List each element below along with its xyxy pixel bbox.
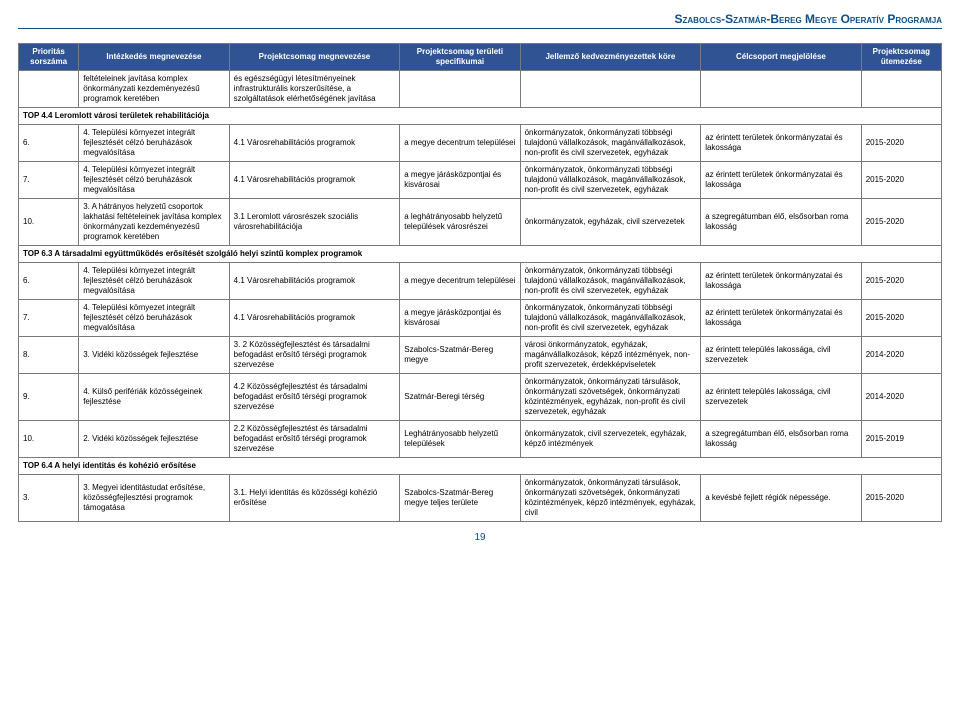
table-cell: 10. [19,199,79,246]
table-cell: 2015-2020 [861,263,941,300]
table-cell [520,71,701,108]
col-header: Prioritás sorszáma [19,44,79,71]
table-cell: feltételeinek javítása komplex önkormány… [79,71,229,108]
page-number: 19 [18,532,942,543]
section-title: TOP 4.4 Leromlott városi területek rehab… [19,108,942,125]
table-cell: önkormányzatok, civil szervezetek, egyhá… [520,421,701,458]
table-cell [701,71,862,108]
table-row: 7.4. Települési környezet integrált fejl… [19,300,942,337]
table-cell: 3. 2 Közösségfejlesztést és társadalmi b… [229,337,400,374]
table-cell: 4. Települési környezet integrált fejles… [79,125,229,162]
col-header: Projektcsomag ütemezése [861,44,941,71]
table-cell: 4.1 Városrehabilitációs programok [229,162,400,199]
table-cell: a megye járásközpontjai és kisvárosai [400,162,520,199]
table-cell: 2.2 Közösségfejlesztést és társadalmi be… [229,421,400,458]
table-cell [400,71,520,108]
table-cell: városi önkormányzatok, egyházak, magánvá… [520,337,701,374]
program-table: Prioritás sorszáma Intézkedés megnevezés… [18,43,942,522]
table-cell: 2015-2020 [861,162,941,199]
table-cell: a megye járásközpontjai és kisvárosai [400,300,520,337]
table-cell: önkormányzatok, önkormányzati többségi t… [520,125,701,162]
col-header: Projektcsomag megnevezése [229,44,400,71]
col-header: Jellemző kedvezményezettek köre [520,44,701,71]
table-cell: az érintett település lakossága, civil s… [701,337,862,374]
section-title: TOP 6.3 A társadalmi együttműködés erősí… [19,246,942,263]
table-row: 9.4. Külső perifériák közösségeinek fejl… [19,374,942,421]
table-cell: 4. Külső perifériák közösségeinek fejles… [79,374,229,421]
table-cell: 8. [19,337,79,374]
table-cell: 3. Vidéki közösségek fejlesztése [79,337,229,374]
table-cell: 3.1 Leromlott városrészek szociális váro… [229,199,400,246]
table-cell: önkormányzatok, önkormányzati többségi t… [520,263,701,300]
table-cell: 4.1 Városrehabilitációs programok [229,263,400,300]
table-cell: és egészségügyi létesítményeinek infrast… [229,71,400,108]
table-cell: önkormányzatok, önkormányzati többségi t… [520,300,701,337]
table-row: 7.4. Települési környezet integrált fejl… [19,162,942,199]
table-row: 6.4. Települési környezet integrált fejl… [19,125,942,162]
table-cell: 4. Települési környezet integrált fejles… [79,263,229,300]
table-cell: a szegregátumban élő, elsősorban roma la… [701,421,862,458]
table-cell: 3. Megyei identitástudat erősítése, közö… [79,475,229,522]
col-header: Célcsoport megjelölése [701,44,862,71]
table-cell: az érintett területek önkormányzatai és … [701,162,862,199]
document-title: Szabolcs-Szatmár-Bereg Megye Operatív Pr… [18,12,942,29]
table-cell: 10. [19,421,79,458]
table-cell [861,71,941,108]
table-cell: 2. Vidéki közösségek fejlesztése [79,421,229,458]
section-title-row: TOP 4.4 Leromlott városi területek rehab… [19,108,942,125]
table-cell: az érintett területek önkormányzatai és … [701,263,862,300]
col-header: Projektcsomag területi specifikumai [400,44,520,71]
table-header: Prioritás sorszáma Intézkedés megnevezés… [19,44,942,71]
table-row: 3.3. Megyei identitástudat erősítése, kö… [19,475,942,522]
section-title: TOP 6.4 A helyi identitás és kohézió erő… [19,458,942,475]
table-cell: önkormányzatok, önkormányzati társulások… [520,374,701,421]
table-cell: Leghátrányosabb helyzetű települések [400,421,520,458]
table-cell: 4. Települési környezet integrált fejles… [79,300,229,337]
table-cell: 4. Települési környezet integrált fejles… [79,162,229,199]
table-cell: 6. [19,263,79,300]
table-cell: Szabolcs-Szatmár-Bereg megye [400,337,520,374]
table-cell: 3.1. Helyi identitás és közösségi kohézi… [229,475,400,522]
table-cell: az érintett területek önkormányzatai és … [701,300,862,337]
table-cell: 2014-2020 [861,374,941,421]
table-cell: 2015-2020 [861,300,941,337]
table-cell: 7. [19,300,79,337]
table-cell: 2015-2019 [861,421,941,458]
table-row: 10.3. A hátrányos helyzetű csoportok lak… [19,199,942,246]
table-cell: 9. [19,374,79,421]
table-cell: a megye decentrum települései [400,125,520,162]
table-body: feltételeinek javítása komplex önkormány… [19,71,942,522]
table-cell: 4.1 Városrehabilitációs programok [229,125,400,162]
table-cell: önkormányzatok, önkormányzati társulások… [520,475,701,522]
table-cell: a leghátrányosabb helyzetű települések v… [400,199,520,246]
table-cell: 7. [19,162,79,199]
table-row: 10.2. Vidéki közösségek fejlesztése2.2 K… [19,421,942,458]
table-cell: Szabolcs-Szatmár-Bereg megye teljes terü… [400,475,520,522]
table-cell: a kevésbé fejlett régiók népessége. [701,475,862,522]
section-title-row: TOP 6.4 A helyi identitás és kohézió erő… [19,458,942,475]
table-cell: 4.2 Közösségfejlesztést és társadalmi be… [229,374,400,421]
table-cell: Szatmár-Beregi térség [400,374,520,421]
table-cell: az érintett település lakossága, civil s… [701,374,862,421]
table-row: feltételeinek javítása komplex önkormány… [19,71,942,108]
table-cell: a megye decentrum települései [400,263,520,300]
table-cell: 2014-2020 [861,337,941,374]
table-row: 8.3. Vidéki közösségek fejlesztése3. 2 K… [19,337,942,374]
table-cell: 2015-2020 [861,125,941,162]
table-cell: önkormányzatok, önkormányzati többségi t… [520,162,701,199]
table-cell: 2015-2020 [861,475,941,522]
table-cell: önkormányzatok, egyházak, civil szerveze… [520,199,701,246]
col-header: Intézkedés megnevezése [79,44,229,71]
table-cell: 3. A hátrányos helyzetű csoportok lakhat… [79,199,229,246]
table-row: 6.4. Települési környezet integrált fejl… [19,263,942,300]
table-cell [19,71,79,108]
table-cell: 6. [19,125,79,162]
table-cell: az érintett területek önkormányzatai és … [701,125,862,162]
table-cell: 2015-2020 [861,199,941,246]
table-cell: 4.1 Városrehabilitációs programok [229,300,400,337]
table-cell: 3. [19,475,79,522]
table-cell: a szegregátumban élő, elsősorban roma la… [701,199,862,246]
section-title-row: TOP 6.3 A társadalmi együttműködés erősí… [19,246,942,263]
